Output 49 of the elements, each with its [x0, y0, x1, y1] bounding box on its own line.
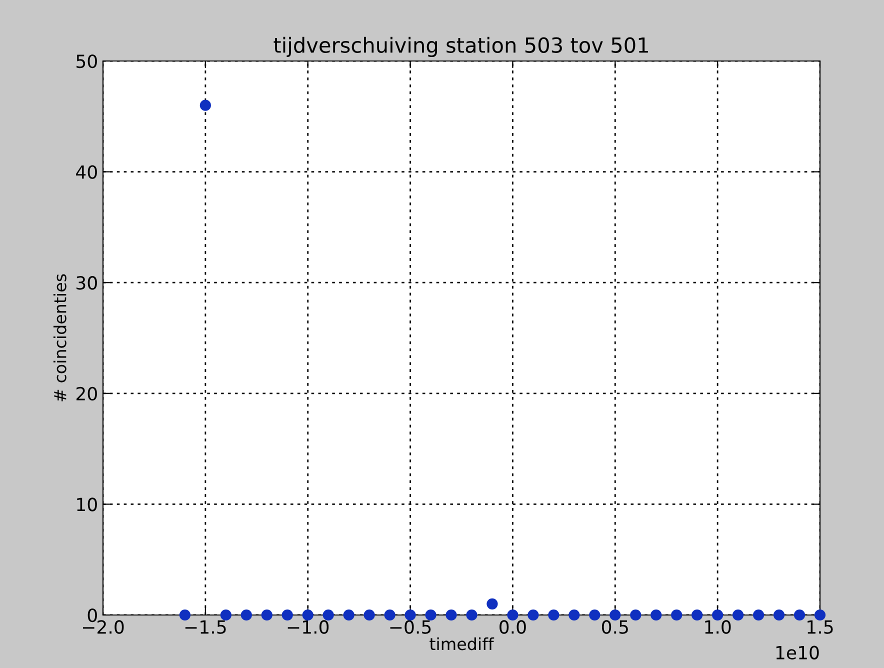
point [261, 609, 272, 621]
point [650, 609, 662, 621]
y-axis-title: # coincidenties [53, 274, 66, 402]
x-tick-label: 0.5 [602, 620, 628, 634]
point [671, 609, 682, 621]
x-tick-label: 0.0 [500, 620, 526, 634]
point [712, 609, 724, 621]
point [282, 609, 293, 621]
point [732, 609, 744, 621]
point [220, 609, 232, 621]
point [589, 609, 600, 621]
chart-title: tijdverschuiving station 503 tov 501 [274, 36, 648, 57]
y-tick-label: 40 [76, 165, 97, 179]
point [466, 609, 478, 621]
x-tick-label: −1.5 [185, 620, 226, 634]
x-tick-label: −1.0 [288, 620, 329, 634]
point [322, 609, 334, 621]
y-tick-label: 30 [76, 276, 97, 290]
y-tick-label: 50 [76, 54, 97, 68]
y-tick-label: 10 [77, 498, 97, 512]
y-tick-label: 20 [76, 386, 97, 401]
point [507, 609, 518, 621]
x-tick-label: 1.0 [705, 620, 731, 634]
point [630, 609, 642, 621]
point [548, 609, 560, 621]
point [446, 609, 457, 621]
point [384, 609, 396, 621]
x-tick-label: −2.0 [82, 620, 124, 634]
point [179, 609, 190, 621]
point [692, 609, 703, 621]
point [752, 609, 764, 621]
point [404, 609, 416, 621]
point [568, 609, 580, 621]
point [200, 100, 211, 111]
point [528, 609, 539, 621]
text: 1e10 [776, 646, 819, 660]
point [773, 609, 785, 621]
x-tick-label: −0.5 [390, 620, 431, 634]
point [302, 609, 314, 621]
point [364, 609, 375, 621]
point [240, 609, 252, 621]
x-axis-title: timediff [430, 637, 494, 650]
point [610, 609, 621, 621]
point [486, 598, 498, 610]
x-tick-label: 1.5 [808, 620, 833, 634]
point [794, 609, 806, 621]
y-tick-label: 0 [88, 608, 97, 622]
point [425, 609, 436, 621]
point [343, 609, 354, 621]
